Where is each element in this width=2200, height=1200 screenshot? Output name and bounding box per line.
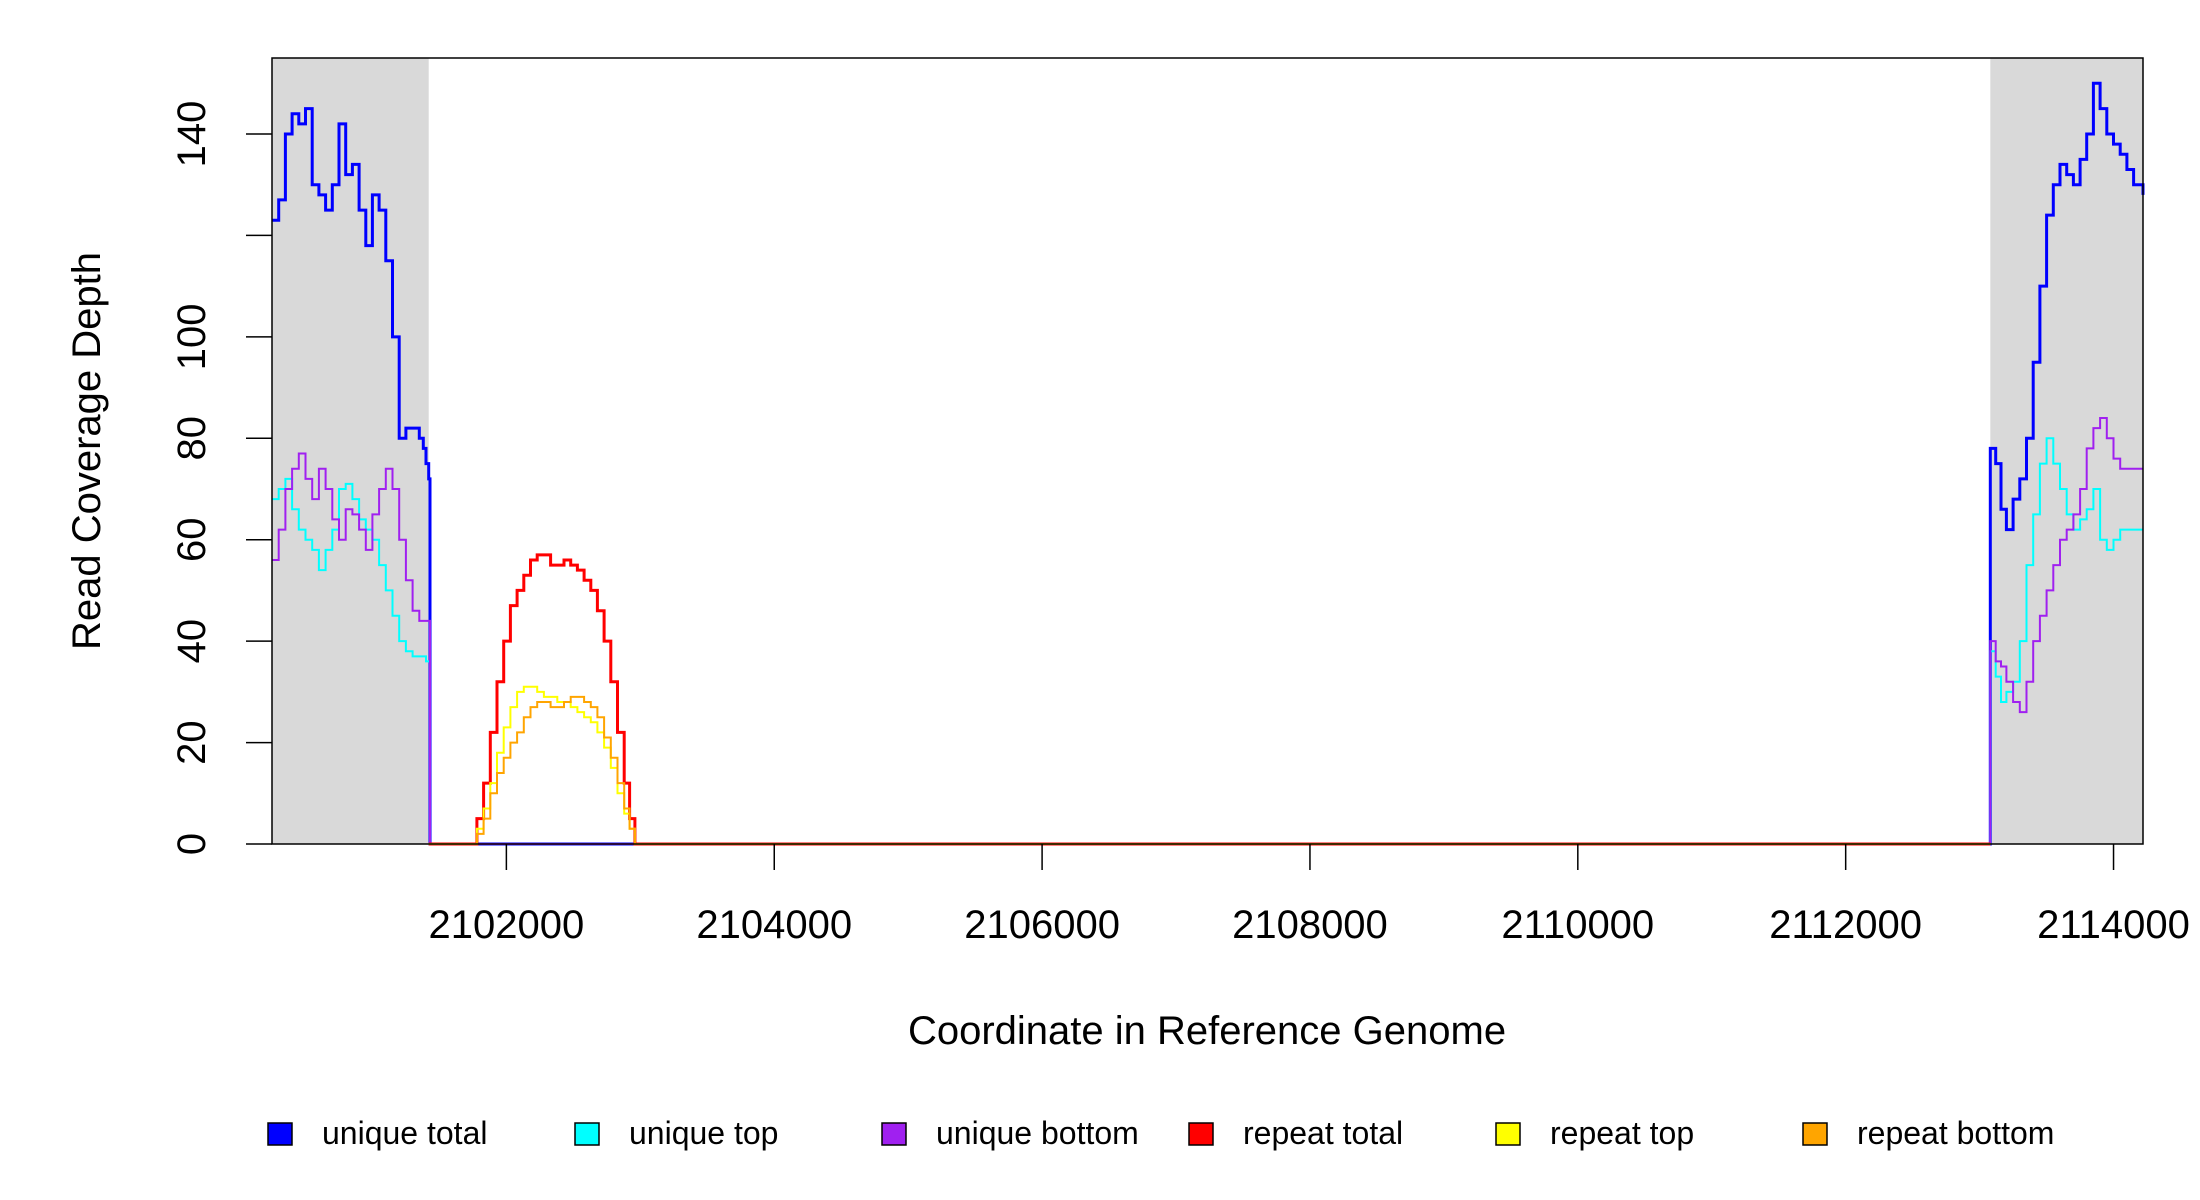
y-tick-label: 140 <box>170 101 214 168</box>
y-tick-label: 60 <box>170 517 214 562</box>
x-axis: 2102000 2104000 2106000 2108000 2110000 21120… <box>429 844 2190 947</box>
x-tick-label: 2112000 <box>1769 903 1922 947</box>
legend-item-unique-top: unique top <box>574 1115 778 1151</box>
legend-swatch <box>267 1122 293 1146</box>
x-axis-label: Coordinate in Reference Genome <box>908 1009 1506 1053</box>
legend-swatch <box>1495 1122 1521 1146</box>
y-tick-label: 80 <box>170 416 214 461</box>
legend-swatch <box>574 1122 600 1146</box>
plot-frame <box>271 57 2144 845</box>
series-line-repeat-top <box>428 685 1991 845</box>
y-tick-label: 0 <box>170 833 214 855</box>
legend-item-unique-bottom: unique bottom <box>881 1115 1139 1151</box>
x-tick-label: 2108000 <box>1232 903 1388 947</box>
legend-label: unique top <box>629 1115 778 1151</box>
legend-label: repeat total <box>1243 1115 1403 1151</box>
legend-swatch <box>1802 1122 1828 1146</box>
x-tick-label: 2114000 <box>2037 903 2190 947</box>
y-tick-label: 100 <box>170 303 214 370</box>
y-tick-label: 20 <box>170 720 214 765</box>
shaded-regions <box>272 58 2143 844</box>
legend: unique total unique top unique bottom repea… <box>267 1115 2054 1151</box>
x-tick-label: 2102000 <box>429 903 585 947</box>
legend-label: unique bottom <box>936 1115 1139 1151</box>
x-tick-label: 2104000 <box>696 903 852 947</box>
legend-item-unique-total: unique total <box>267 1115 487 1151</box>
legend-item-repeat-top: repeat top <box>1495 1115 1694 1151</box>
legend-label: repeat bottom <box>1857 1115 2054 1151</box>
legend-swatch <box>881 1122 907 1146</box>
series-lines <box>272 81 2145 846</box>
series-line-unique-bottom <box>272 417 2143 845</box>
legend-label: repeat top <box>1550 1115 1694 1151</box>
legend-label: unique total <box>322 1115 487 1151</box>
shaded-region-1 <box>1990 58 2143 844</box>
y-axis-label: Read Coverage Depth <box>65 252 109 650</box>
legend-swatch <box>1188 1122 1214 1146</box>
x-tick-label: 2106000 <box>964 903 1120 947</box>
series-line-repeat-bottom <box>428 695 1991 845</box>
x-tick-label: 2110000 <box>1501 903 1654 947</box>
series-line-unique-top <box>272 437 2143 845</box>
legend-item-repeat-total: repeat total <box>1188 1115 1403 1151</box>
series-line-unique-total <box>272 81 2145 846</box>
y-axis: 0 20 40 60 80 100 140 <box>170 101 272 855</box>
legend-item-repeat-bottom: repeat bottom <box>1802 1115 2054 1151</box>
y-tick-label: 40 <box>170 619 214 664</box>
series-line-repeat-total <box>428 553 1991 846</box>
shaded-region-0 <box>272 58 429 844</box>
